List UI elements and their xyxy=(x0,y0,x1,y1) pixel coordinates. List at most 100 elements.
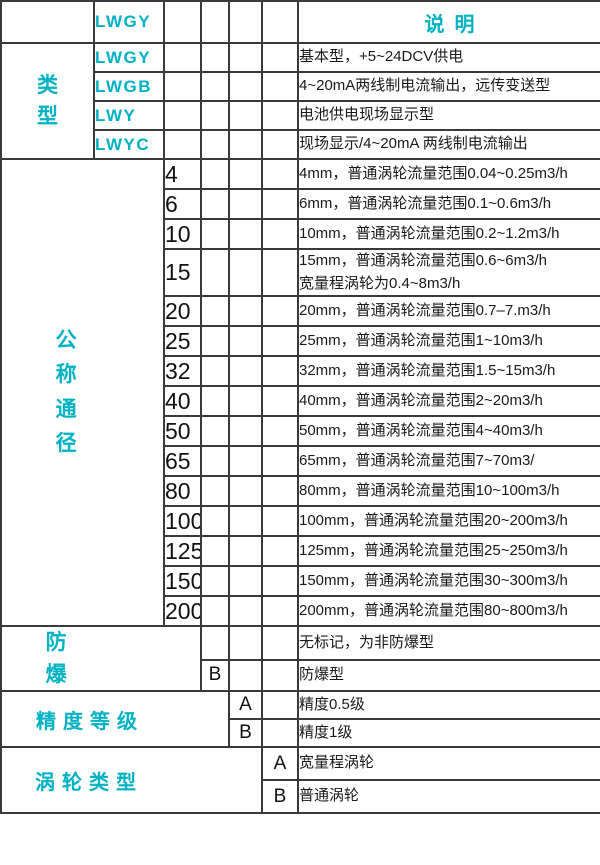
empty-cell xyxy=(200,415,230,447)
empty-cell xyxy=(200,505,230,537)
empty-cell xyxy=(200,42,230,73)
table-row: 10 10mm，普通涡轮流量范围0.2~1.2m3/h xyxy=(1,218,600,250)
diameter-size-cell: 50 xyxy=(163,415,202,447)
table-row: 公称通径 4 4mm，普通涡轮流量范围0.04~0.25m3/h xyxy=(0,158,600,627)
option-cell: B xyxy=(228,718,263,748)
table-row: 80 80mm，普通涡轮流量范围10~100m3/h xyxy=(1,475,600,507)
empty-cell xyxy=(228,445,263,477)
section-label-text: 防爆 xyxy=(45,631,67,686)
table-row: 防爆 无标记，为非防爆型 xyxy=(0,625,600,692)
empty-cell xyxy=(261,295,299,327)
table-row: 类型 LWGY 基本型，+5~24DCV供电 xyxy=(0,42,600,160)
section-label-explosion-proof: 防爆 xyxy=(0,625,202,692)
table-row: 200 200mm，普通涡轮流量范围80~800m3/h xyxy=(1,595,600,627)
empty-cell xyxy=(200,475,230,507)
diameter-size-cell: 125 xyxy=(163,535,202,567)
empty-cell xyxy=(200,535,230,567)
empty-cell xyxy=(261,129,299,160)
empty-cell xyxy=(228,325,263,357)
section-label-text: 公称通径 xyxy=(55,329,77,455)
diameter-size-cell: 100 xyxy=(163,505,202,537)
empty-cell xyxy=(228,415,263,447)
empty-cell xyxy=(261,505,299,537)
description-cell: 电池供电现场显示型 xyxy=(297,100,600,131)
diameter-size-cell: 65 xyxy=(163,445,202,477)
empty-cell xyxy=(228,625,263,661)
description-cell: 200mm，普通涡轮流量范围80~800m3/h xyxy=(297,595,600,627)
table-row: LWYC 现场显示/4~20mA 两线制电流输出 xyxy=(1,129,600,160)
empty-cell xyxy=(0,0,95,44)
description-cell: 50mm，普通涡轮流量范围4~40m3/h xyxy=(297,415,600,447)
description-cell: 65mm，普通涡轮流量范围7~70m3/ xyxy=(297,445,600,477)
empty-cell xyxy=(261,325,299,357)
diameter-size-cell: 4 xyxy=(163,158,202,190)
table-row: 65 65mm，普通涡轮流量范围7~70m3/ xyxy=(1,445,600,477)
section-label-text: 涡轮类型 xyxy=(35,771,143,794)
option-cell: B xyxy=(200,658,230,693)
model-code-cell: LWY xyxy=(93,100,165,131)
empty-cell xyxy=(200,445,230,477)
empty-cell xyxy=(261,415,299,447)
table-row: 6 6mm，普通涡轮流量范围0.1~0.6m3/h xyxy=(1,188,600,220)
empty-cell xyxy=(200,595,230,627)
empty-cell xyxy=(200,218,230,250)
empty-cell xyxy=(261,100,299,131)
description-cell: 基本型，+5~24DCV供电 xyxy=(297,42,600,73)
option-cell xyxy=(200,625,230,661)
description-cell: 现场显示/4~20mA 两线制电流输出 xyxy=(297,129,600,160)
model-code-cell: LWGY xyxy=(93,42,165,73)
diameter-size-cell: 20 xyxy=(163,295,202,327)
flowmeter-selection-table: LWGY 说明 类型 LWGY 基本型，+5~24DCV供电 LWGB 4~20… xyxy=(0,0,600,814)
table-row: 涡轮类型 A 宽量程涡轮 xyxy=(0,746,600,814)
table-row: LWGB 4~20mA两线制电流输出，远传变送型 xyxy=(1,71,600,102)
option-cell: B xyxy=(261,779,299,814)
empty-cell xyxy=(200,0,230,44)
empty-cell xyxy=(200,188,230,220)
model-code-cell: LWYC xyxy=(93,129,165,160)
table-row: 32 32mm，普通涡轮流量范围1.5~15m3/h xyxy=(1,355,600,387)
empty-cell xyxy=(228,658,263,693)
empty-cell xyxy=(261,218,299,250)
diameter-size-cell: 6 xyxy=(163,188,202,220)
empty-cell xyxy=(163,42,202,73)
empty-cell xyxy=(200,355,230,387)
empty-cell xyxy=(200,129,230,160)
empty-cell xyxy=(228,100,263,131)
description-header: 说明 xyxy=(297,0,600,44)
table-row: LWY 电池供电现场显示型 xyxy=(1,100,600,131)
table-row: 精度等级 A 精度0.5级 xyxy=(0,690,600,748)
description-cell: 4~20mA两线制电流输出，远传变送型 xyxy=(297,71,600,102)
empty-cell xyxy=(228,158,263,190)
diameter-size-cell: 15 xyxy=(163,248,202,297)
empty-cell xyxy=(261,535,299,567)
model-code-cell: LWGB xyxy=(93,71,165,102)
empty-cell xyxy=(200,71,230,102)
empty-cell xyxy=(163,100,202,131)
table-row: 150 150mm，普通涡轮流量范围30~300m3/h xyxy=(1,565,600,597)
table-row: 20 20mm，普通涡轮流量范围0.7–7.m3/h xyxy=(1,295,600,327)
description-cell: 精度0.5级 xyxy=(297,690,600,720)
description-cell: 150mm，普通涡轮流量范围30~300m3/h xyxy=(297,565,600,597)
description-cell: 125mm，普通涡轮流量范围25~250m3/h xyxy=(297,535,600,567)
empty-cell xyxy=(261,625,299,661)
empty-cell xyxy=(261,595,299,627)
empty-cell xyxy=(261,71,299,102)
empty-cell xyxy=(261,475,299,507)
table-row: B 精度1级 xyxy=(1,718,600,748)
description-cell: 80mm，普通涡轮流量范围10~100m3/h xyxy=(297,475,600,507)
table-row: 125 125mm，普通涡轮流量范围25~250m3/h xyxy=(1,535,600,567)
empty-cell xyxy=(228,188,263,220)
empty-cell xyxy=(261,188,299,220)
empty-cell xyxy=(228,42,263,73)
diameter-size-cell: 32 xyxy=(163,355,202,387)
empty-cell xyxy=(261,355,299,387)
description-cell: 20mm，普通涡轮流量范围0.7–7.m3/h xyxy=(297,295,600,327)
description-cell: 15mm，普通涡轮流量范围0.6~6m3/h 宽量程涡轮为0.4~8m3/h xyxy=(297,248,600,297)
description-cell: 精度1级 xyxy=(297,718,600,748)
empty-cell xyxy=(228,595,263,627)
empty-cell xyxy=(261,445,299,477)
diameter-size-cell: 10 xyxy=(163,218,202,250)
empty-cell xyxy=(261,0,299,44)
description-cell: 32mm，普通涡轮流量范围1.5~15m3/h xyxy=(297,355,600,387)
empty-cell xyxy=(228,355,263,387)
